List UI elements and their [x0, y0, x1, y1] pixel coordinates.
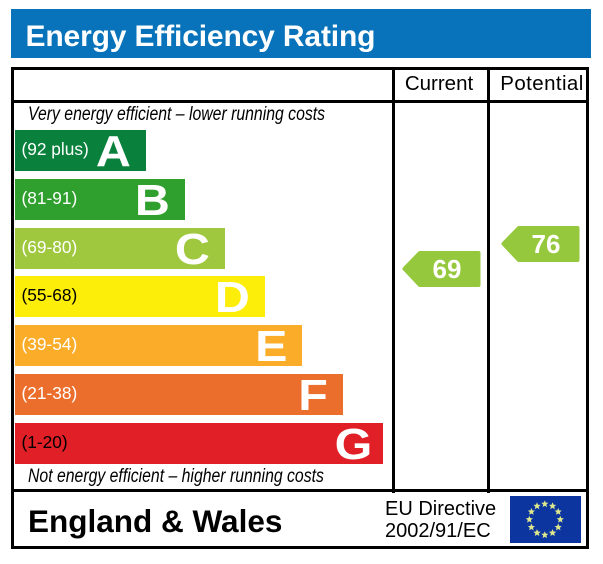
svg-text:69: 69 — [433, 254, 462, 284]
svg-text:76: 76 — [532, 229, 561, 259]
